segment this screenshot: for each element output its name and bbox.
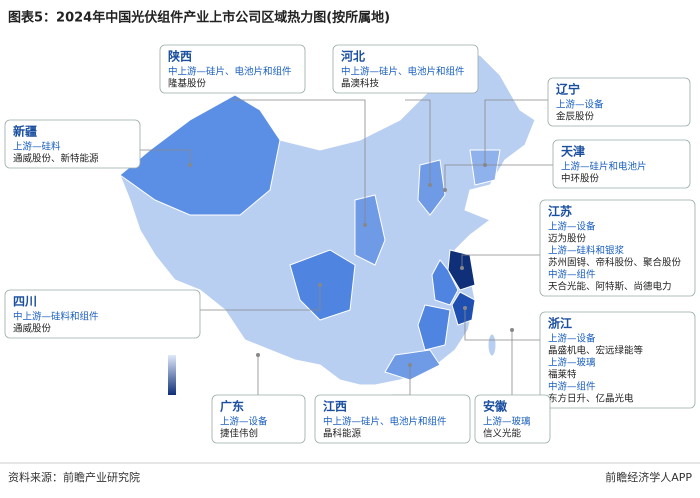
- companies: 中环股份: [561, 173, 600, 185]
- leader-dot: [428, 183, 432, 187]
- province-name: 辽宁: [556, 82, 580, 97]
- callout-box: [4, 119, 141, 169]
- segment: 中游—组件: [548, 269, 596, 281]
- segment: 上游—玻璃: [483, 416, 531, 428]
- segment: 上游—硅料: [13, 141, 61, 153]
- leader-dot: [256, 353, 260, 357]
- jiangxi: [417, 304, 451, 351]
- companies: 晶澳科技: [341, 78, 380, 90]
- segment: 上游—设备: [548, 221, 596, 233]
- leader-line: [444, 164, 553, 190]
- province-name: 新疆: [13, 124, 37, 139]
- segment: 中上游—硅片、电池片和组件: [341, 66, 465, 78]
- map: [119, 54, 536, 417]
- leader-line: [405, 99, 431, 185]
- callout-box: [159, 44, 306, 94]
- segment: 上游—玻璃: [548, 357, 596, 369]
- companies: 捷佳伟创: [220, 428, 258, 440]
- leader-lines: [140, 99, 553, 396]
- callout-box: [539, 199, 696, 297]
- callout-box: [314, 394, 471, 444]
- source: 资料来源：前瞻产业研究院: [8, 470, 140, 484]
- leader-dot: [318, 283, 322, 287]
- province-name: 广东: [220, 399, 244, 414]
- title: 图表5：2024年中国光伏组件产业上市公司区域热力图(按所属地): [8, 10, 390, 26]
- companies: 隆基股份: [168, 78, 207, 90]
- companies: 金辰股份: [556, 111, 595, 123]
- segment: 上游—设备: [548, 333, 596, 345]
- hebei: [417, 159, 446, 216]
- leader-line: [484, 99, 548, 165]
- callout-box: [539, 311, 696, 409]
- province-name: 浙江: [548, 316, 572, 331]
- companies: 天合光能、阿特斯、尚德电力: [548, 281, 672, 293]
- leader-dot: [510, 328, 514, 332]
- segment: 上游—设备: [556, 99, 604, 111]
- segment: 中上游—硅料和组件: [13, 311, 99, 323]
- callout-box: [552, 139, 691, 189]
- leader-dot: [408, 363, 412, 367]
- province-name: 江苏: [548, 204, 572, 219]
- guangdong: [384, 349, 441, 381]
- leader-line: [140, 149, 191, 165]
- leader-dot: [443, 188, 447, 192]
- leader-dot: [188, 163, 192, 167]
- companies: 苏州固锝、帝科股份、聚合股份: [548, 257, 682, 269]
- shaanxi: [354, 194, 386, 266]
- leader-dot: [463, 306, 467, 310]
- segment: 上游—硅料和银浆: [548, 245, 625, 257]
- province-name: 安徽: [483, 399, 508, 414]
- companies: 信义光能: [483, 428, 522, 440]
- callout-box: [211, 394, 306, 444]
- callout-box: [332, 44, 479, 94]
- province-name: 天津: [561, 144, 585, 159]
- leader-line: [461, 254, 540, 268]
- companies: 通威股份、新特能源: [13, 153, 99, 165]
- companies: 福莱特: [548, 369, 577, 381]
- companies: 晶盛机电、宏远绿能等: [548, 345, 644, 357]
- province-name: 河北: [340, 49, 365, 64]
- sichuan: [289, 249, 356, 321]
- companies: 通威股份: [13, 323, 52, 335]
- companies: 迈为股份: [548, 233, 587, 245]
- callout-box: [547, 77, 691, 127]
- leader-line: [200, 285, 321, 311]
- segment: 中上游—硅片、电池片和组件: [168, 66, 292, 78]
- leader-line: [232, 99, 366, 225]
- companies: 东方日升、亿晶光电: [548, 393, 634, 405]
- leader-dot: [460, 266, 464, 270]
- callout-box: [474, 394, 551, 444]
- legend-gradient: [168, 355, 176, 395]
- province-name: 四川: [13, 295, 37, 309]
- province-name: 陕西: [168, 49, 192, 64]
- segment: 中游—组件: [548, 381, 596, 393]
- jiangsu: [447, 249, 476, 291]
- companies: 晶科能源: [323, 428, 362, 440]
- province-name: 江西: [323, 399, 347, 414]
- xinjiang: [119, 94, 281, 216]
- segment: 上游—设备: [220, 416, 268, 428]
- segment: 上游—硅片和电池片: [561, 161, 647, 173]
- taiwan: [487, 333, 497, 357]
- leader-line: [464, 308, 540, 341]
- callout-box: [4, 289, 201, 339]
- brand: 前瞻经济学人APP: [605, 470, 692, 484]
- liaoning: [469, 149, 501, 186]
- leader-dot: [363, 223, 367, 227]
- segment: 中上游—硅片、电池片和组件: [323, 416, 447, 428]
